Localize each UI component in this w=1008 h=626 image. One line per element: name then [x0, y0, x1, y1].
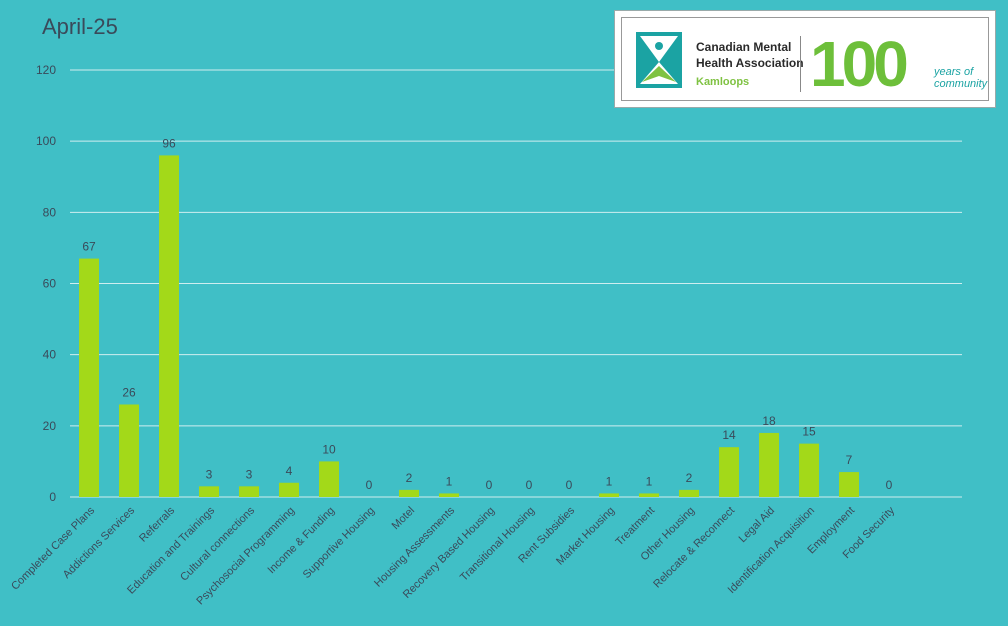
bar: [79, 258, 99, 497]
tagline-line1: years of: [934, 66, 974, 78]
data-label: 14: [722, 428, 736, 442]
data-label: 7: [846, 453, 853, 467]
bar: [319, 461, 339, 497]
bar: [759, 432, 779, 497]
bar: [679, 489, 699, 497]
org-branch: Kamloops: [696, 76, 750, 88]
data-label: 4: [286, 464, 293, 478]
centennial-tagline: years of community: [934, 66, 987, 90]
data-label: 26: [122, 385, 136, 399]
bar: [199, 486, 219, 497]
y-tick-label: 80: [43, 205, 57, 219]
data-label: 10: [322, 442, 336, 456]
data-label: 15: [802, 425, 816, 439]
bar: [119, 404, 139, 497]
x-tick-label: Income & Funding: [266, 505, 338, 577]
y-tick-label: 60: [43, 277, 57, 291]
data-label: 1: [646, 474, 653, 488]
y-tick-label: 40: [43, 348, 57, 362]
data-label: 3: [206, 467, 213, 481]
data-label: 0: [366, 478, 373, 492]
data-label: 0: [486, 478, 493, 492]
x-tick-label: Legal Aid: [737, 505, 777, 545]
cmha-logo-icon: [636, 32, 682, 88]
data-label: 2: [406, 471, 413, 485]
tagline-line2: community: [934, 78, 988, 90]
bar: [399, 489, 419, 497]
x-tick-label: Supportive Housing: [301, 505, 377, 581]
data-label: 1: [606, 474, 613, 488]
bar: [839, 472, 859, 497]
data-label: 18: [762, 414, 776, 428]
logo-panel: Canadian Mental Health Association Kamlo…: [614, 10, 996, 108]
y-tick-label: 20: [43, 419, 57, 433]
bar: [719, 447, 739, 497]
chart-title: April-25: [42, 14, 118, 39]
org-name-line1: Canadian Mental: [696, 40, 792, 54]
centennial-mark: 100: [810, 28, 909, 100]
bar: [439, 493, 459, 497]
bar: [799, 443, 819, 497]
x-tick-label: Addictions Services: [61, 504, 138, 581]
bar: [159, 155, 179, 497]
data-label: 1: [446, 474, 453, 488]
logo-frame: Canadian Mental Health Association Kamlo…: [621, 17, 989, 101]
data-label: 96: [162, 136, 176, 150]
x-tick-label: Cultural connections: [178, 504, 257, 583]
data-label: 3: [246, 467, 253, 481]
x-tick-label: Referrals: [137, 504, 177, 544]
bar: [239, 486, 259, 497]
y-tick-label: 120: [36, 63, 56, 77]
data-label: 2: [686, 471, 693, 485]
data-label: 0: [566, 478, 573, 492]
bar: [279, 482, 299, 497]
bar: [639, 493, 659, 497]
x-tick-label: Relocate & Reconnect: [651, 505, 737, 591]
bar: [599, 493, 619, 497]
y-tick-label: 0: [49, 490, 56, 504]
data-label: 0: [526, 478, 533, 492]
org-name-line2: Health Association: [696, 56, 804, 70]
data-label: 67: [82, 240, 96, 254]
x-tick-label: Housing Assessments: [372, 504, 457, 589]
x-tick-label: Transitional Housing: [458, 505, 537, 584]
logo-divider: [800, 36, 801, 92]
x-tick-label: Motel: [390, 505, 418, 533]
data-label: 0: [886, 478, 893, 492]
y-tick-label: 100: [36, 134, 56, 148]
